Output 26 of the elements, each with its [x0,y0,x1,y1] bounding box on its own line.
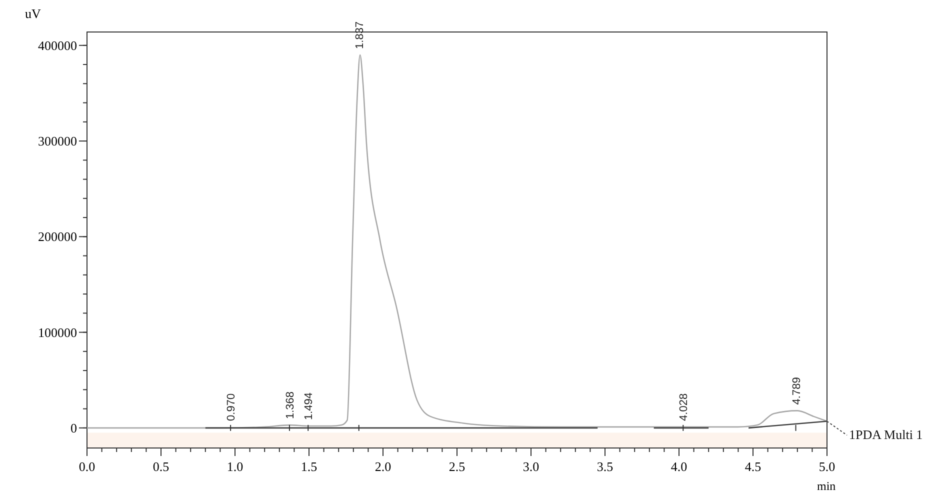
line-series [86,54,828,429]
x-tick-label: 0.5 [152,459,170,474]
annotation: 4.789 [790,377,803,405]
x-tick-label: 4.5 [744,459,762,474]
series-label: 1PDA Multi 1 [849,427,923,442]
y-tick-label: 100000 [38,324,77,340]
x-tick-label: 2.5 [448,459,466,474]
x-tick-label: 0.0 [78,459,96,474]
annotation: 1.494 [303,392,316,420]
y-tick-label: 300000 [38,134,77,149]
annotation: 1.837 [354,21,366,49]
y-tick-label: 400000 [38,38,77,53]
y-tick-label: 200000 [38,229,77,244]
x-axis-title: min [817,479,836,493]
x-tick-label: 3.0 [522,459,540,474]
annotation: 1.368 [284,392,296,420]
x-tick-label: 2.0 [374,459,392,474]
annotation: 4.028 [678,393,690,421]
annotation: 0.970 [226,393,238,421]
x-tick-label: 4.0 [670,459,688,474]
x-tick-label: 3.5 [596,459,614,474]
y-axis-title: uV [25,6,42,21]
y-tick-label: 0 [70,420,77,436]
x-tick-label: 5.0 [818,459,836,474]
x-tick-label: 1.0 [226,459,244,474]
x-tick-label: 1.5 [300,459,318,474]
